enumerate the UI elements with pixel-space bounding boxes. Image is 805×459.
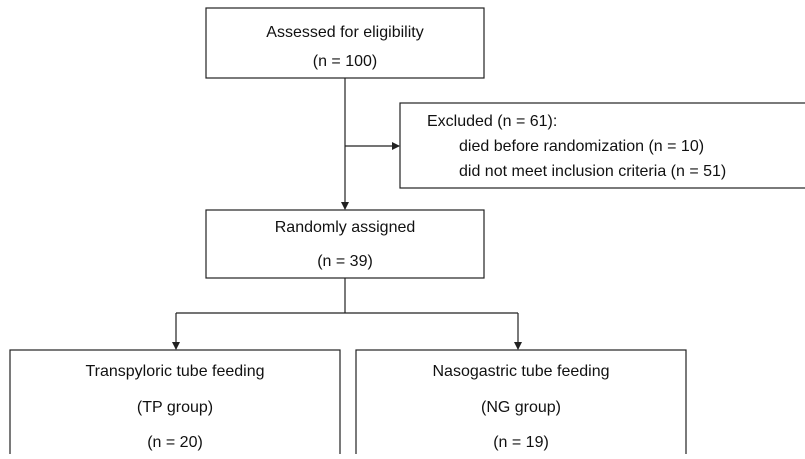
node-text: died before randomization (n = 10) bbox=[459, 138, 704, 155]
node-box bbox=[355, 349, 687, 459]
node-text: (n = 100) bbox=[313, 53, 377, 70]
node-text: Transpyloric tube feeding bbox=[85, 363, 264, 380]
node-text: (NG group) bbox=[481, 399, 561, 416]
node-text: (TP group) bbox=[137, 399, 213, 416]
node-box bbox=[9, 349, 341, 459]
node-box bbox=[205, 209, 485, 279]
node-text: Assessed for eligibility bbox=[266, 24, 423, 41]
node-box bbox=[399, 102, 805, 189]
node-text: (n = 39) bbox=[317, 253, 373, 270]
node-text: Nasogastric tube feeding bbox=[433, 363, 610, 380]
node-text: did not meet inclusion criteria (n = 51) bbox=[459, 163, 726, 180]
node-text: Excluded (n = 61): bbox=[427, 113, 557, 130]
node-text: Randomly assigned bbox=[275, 219, 416, 236]
node-text: (n = 20) bbox=[147, 434, 203, 451]
node-text: (n = 19) bbox=[493, 434, 549, 451]
node-box bbox=[205, 7, 485, 79]
